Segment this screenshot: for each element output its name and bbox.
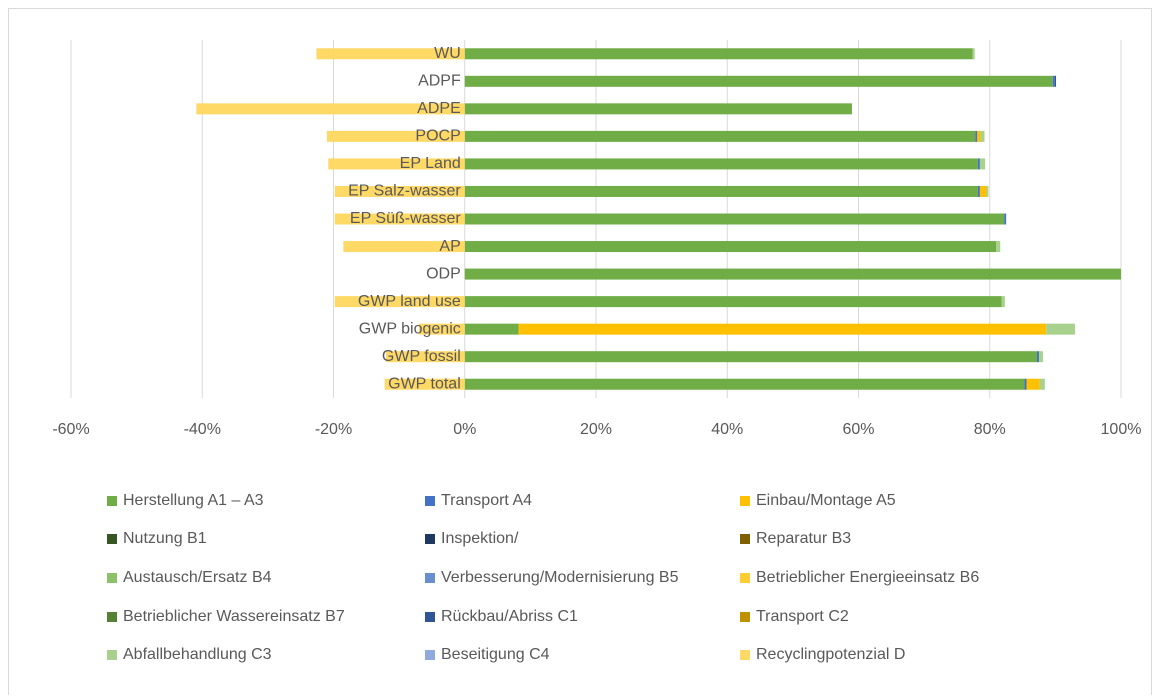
- legend-swatch: [740, 534, 750, 544]
- legend-label: Beseitigung C4: [441, 646, 550, 663]
- bar-segment: [518, 323, 1047, 335]
- bar-segment: [996, 241, 1001, 253]
- bar-segment: [1046, 323, 1076, 335]
- bar-segment: [334, 296, 465, 308]
- legend-swatch: [425, 573, 435, 583]
- legend-swatch: [740, 496, 750, 506]
- legend-label: Austausch/Ersatz B4: [123, 569, 272, 586]
- bar-segment: [464, 48, 973, 60]
- bar-segment: [977, 158, 980, 170]
- legend-label: Reparatur B3: [756, 530, 851, 547]
- bar-segment: [464, 323, 519, 335]
- bar-segment: [328, 158, 465, 170]
- bar-segment: [977, 185, 980, 197]
- x-tick-label: -40%: [184, 421, 221, 438]
- category-label: GWP biogenic: [359, 320, 461, 337]
- bar-segment: [1004, 213, 1007, 225]
- bar-segment: [464, 378, 1025, 390]
- bar-segment: [986, 185, 989, 197]
- x-tick-label: -60%: [52, 421, 89, 438]
- bar-segment: [1052, 75, 1055, 87]
- category-label: POCP: [415, 128, 460, 145]
- category-label: GWP land use: [358, 293, 461, 310]
- bar-segment: [464, 185, 978, 197]
- bar-segment: [1038, 351, 1043, 363]
- x-tick-label: 40%: [711, 421, 743, 438]
- bar-segment: [464, 158, 978, 170]
- bar-segment: [464, 103, 852, 115]
- bar-segment: [464, 75, 1053, 87]
- bar-segment: [977, 130, 981, 142]
- legend-label: Abfallbehandlung C3: [123, 646, 272, 663]
- bar-segment: [326, 130, 465, 142]
- legend-label: Inspektion/: [441, 530, 519, 547]
- legend-label: Betrieblicher Energieeinsatz B6: [756, 569, 979, 586]
- legend-swatch: [107, 573, 117, 583]
- legend-label: Transport A4: [441, 492, 532, 509]
- x-tick-label: 20%: [580, 421, 612, 438]
- x-tick-label: 80%: [974, 421, 1006, 438]
- x-tick-label: 100%: [1101, 421, 1142, 438]
- category-label: WU: [434, 45, 461, 62]
- bar-segment: [972, 48, 975, 60]
- bar-segment: [980, 130, 985, 142]
- legend-swatch: [740, 650, 750, 660]
- x-tick-label: -20%: [315, 421, 352, 438]
- legend-swatch: [425, 534, 435, 544]
- legend-swatch: [107, 612, 117, 622]
- legend-swatch: [425, 612, 435, 622]
- legend-label: Herstellung A1 – A3: [123, 492, 264, 509]
- bar-segment: [334, 185, 465, 197]
- legend-label: Verbesserung/Modernisierung B5: [441, 569, 679, 586]
- legend-swatch: [425, 496, 435, 506]
- legend-label: Transport C2: [756, 608, 849, 625]
- bar-segment: [464, 130, 976, 142]
- bar-segment: [386, 351, 465, 363]
- category-label: ADPE: [417, 100, 461, 117]
- bar-segment: [1054, 75, 1057, 87]
- legend-label: Recyclingpotenzial D: [756, 646, 905, 663]
- bar-segment: [1039, 378, 1045, 390]
- legend-swatch: [107, 650, 117, 660]
- bar-segment: [384, 378, 465, 390]
- bar-segment: [343, 241, 465, 253]
- category-label: EP Salz-wasser: [348, 183, 461, 200]
- category-label: GWP fossil: [382, 348, 461, 365]
- bar-segment: [464, 241, 997, 253]
- bar-segment: [464, 351, 1037, 363]
- category-label: ADPF: [418, 73, 461, 90]
- x-tick-label: 0%: [453, 421, 476, 438]
- category-label: ODP: [426, 265, 461, 282]
- bar-segment: [464, 213, 1005, 225]
- category-label: AP: [439, 238, 460, 255]
- bar-segment: [979, 158, 986, 170]
- legend-swatch: [740, 573, 750, 583]
- legend-swatch: [107, 496, 117, 506]
- x-tick-label: 60%: [842, 421, 874, 438]
- bar-segment: [316, 48, 465, 60]
- bar-segment: [1001, 296, 1005, 308]
- bar-segment: [418, 323, 465, 335]
- bar-segment: [334, 213, 465, 225]
- bar-segment: [975, 130, 978, 142]
- bar-segment: [1024, 378, 1027, 390]
- legend-swatch: [425, 650, 435, 660]
- legend-label: Betrieblicher Wassereinsatz B7: [123, 608, 345, 625]
- bar-segment: [196, 103, 465, 115]
- legend-label: Rückbau/Abriss C1: [441, 608, 578, 625]
- bar-segment: [1037, 351, 1039, 363]
- bar-segment: [979, 185, 987, 197]
- bar-segment: [464, 296, 1002, 308]
- bar-segment: [464, 268, 1121, 280]
- bar-segment: [1026, 378, 1040, 390]
- category-label: GWP total: [388, 375, 461, 392]
- category-label: EP Land: [400, 155, 461, 172]
- legend-label: Einbau/Montage A5: [756, 492, 896, 509]
- legend-swatch: [107, 534, 117, 544]
- legend-label: Nutzung B1: [123, 530, 207, 547]
- category-label: EP Süß-wasser: [350, 210, 462, 227]
- legend-swatch: [740, 612, 750, 622]
